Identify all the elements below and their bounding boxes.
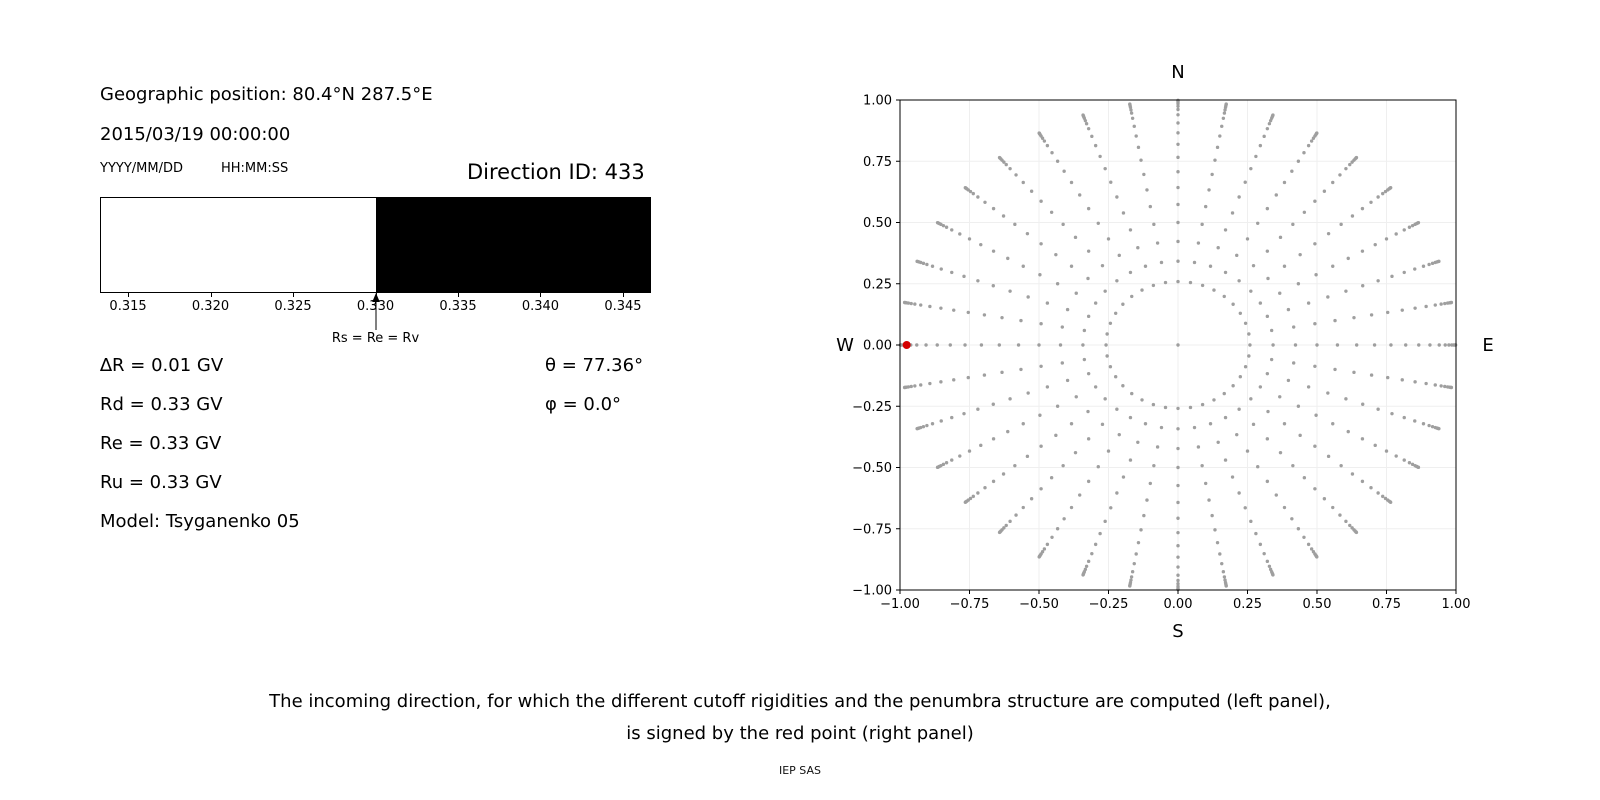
delta-r-value: ∆R = 0.01 GV xyxy=(100,355,224,376)
x-tick-label: 1.00 xyxy=(1442,597,1471,612)
time-format-label: HH:MM:SS xyxy=(221,161,289,176)
date-format-label: YYYY/MM/DD xyxy=(100,161,183,176)
direction-scatter-plot: −1.00 −0.75 −0.50 −0.25 0.00 0.25 0.50 0.75 1.00… xyxy=(836,62,1494,642)
x-tick-label: 0.00 xyxy=(1164,597,1193,612)
penumbra-x-tick-label: 0.335 xyxy=(439,299,477,314)
model-label: Model: Tsyganenko 05 xyxy=(100,511,300,532)
credit-text: IEP SAS xyxy=(778,764,822,777)
penumbra-plot: 0.315 0.320 0.325 0.330 0.335 0.340 0.345 Rs = … xyxy=(100,197,651,346)
penumbra-x-tick-label: 0.325 xyxy=(274,299,312,314)
y-tick-label: 0.25 xyxy=(863,277,892,292)
figure-caption: The incoming direction, for which the di… xyxy=(0,686,1600,777)
y-tick-label: −0.75 xyxy=(852,522,892,537)
geo-position-text: Geographic position: 80.4°N 287.5°E xyxy=(100,84,433,105)
penumbra-x-tick-label: 0.315 xyxy=(109,299,147,314)
y-tick-label: −1.00 xyxy=(852,584,892,599)
direction-id-text: Direction ID: 433 xyxy=(467,160,645,184)
selected-direction-point xyxy=(902,341,911,349)
ru-value: Ru = 0.33 GV xyxy=(100,472,222,493)
penumbra-x-tick xyxy=(293,293,294,297)
penumbra-x-tick-label: 0.320 xyxy=(191,299,230,314)
penumbra-x-tick xyxy=(457,293,459,297)
x-tick-label: 0.50 xyxy=(1303,597,1332,612)
compass-label-south: S xyxy=(1172,621,1183,642)
penumbra-x-tick xyxy=(210,293,212,297)
penumbra-x-tick xyxy=(128,293,130,297)
x-tick-label: 0.75 xyxy=(1372,597,1401,612)
caption-line-1: The incoming direction, for which the di… xyxy=(269,691,1331,712)
y-tick-label: −0.25 xyxy=(852,400,892,415)
compass-label-east: E xyxy=(1482,335,1493,356)
penumbra-annotation-label: Rs = Re = Rv xyxy=(331,331,420,346)
caption-line-2: is signed by the red point (right panel) xyxy=(626,723,974,744)
direction-grid-dots xyxy=(898,98,1458,592)
y-tick-label: 0.00 xyxy=(863,339,892,354)
penumbra-x-tick xyxy=(622,293,624,297)
y-tick-label: 0.75 xyxy=(863,155,892,170)
theta-value: θ = 77.36° xyxy=(545,355,644,376)
x-tick-label: 0.25 xyxy=(1233,597,1262,612)
x-tick-label: −1.00 xyxy=(880,597,920,612)
penumbra-x-tick-label: 0.345 xyxy=(604,299,642,314)
x-tick-label: −0.25 xyxy=(1089,597,1129,612)
y-tick-label: 0.50 xyxy=(863,216,892,231)
x-tick-label: −0.75 xyxy=(950,597,990,612)
re-value: Re = 0.33 GV xyxy=(100,433,222,454)
compass-label-west: W xyxy=(836,335,854,356)
datetime-text: 2015/03/19 00:00:00 xyxy=(100,124,291,145)
phi-value: φ = 0.0° xyxy=(545,394,622,415)
compass-label-north: N xyxy=(1171,62,1184,83)
annotation-arrow-icon xyxy=(371,293,380,330)
y-tick-label: 1.00 xyxy=(863,94,892,109)
penumbra-x-tick-label: 0.340 xyxy=(521,299,560,314)
x-tick-label: −0.50 xyxy=(1019,597,1059,612)
penumbra-x-tick xyxy=(540,293,542,297)
penumbra-region-allowed xyxy=(100,197,376,293)
rd-value: Rd = 0.33 GV xyxy=(100,394,223,415)
y-tick-label: −0.50 xyxy=(852,461,892,476)
penumbra-region-forbidden xyxy=(375,197,651,293)
